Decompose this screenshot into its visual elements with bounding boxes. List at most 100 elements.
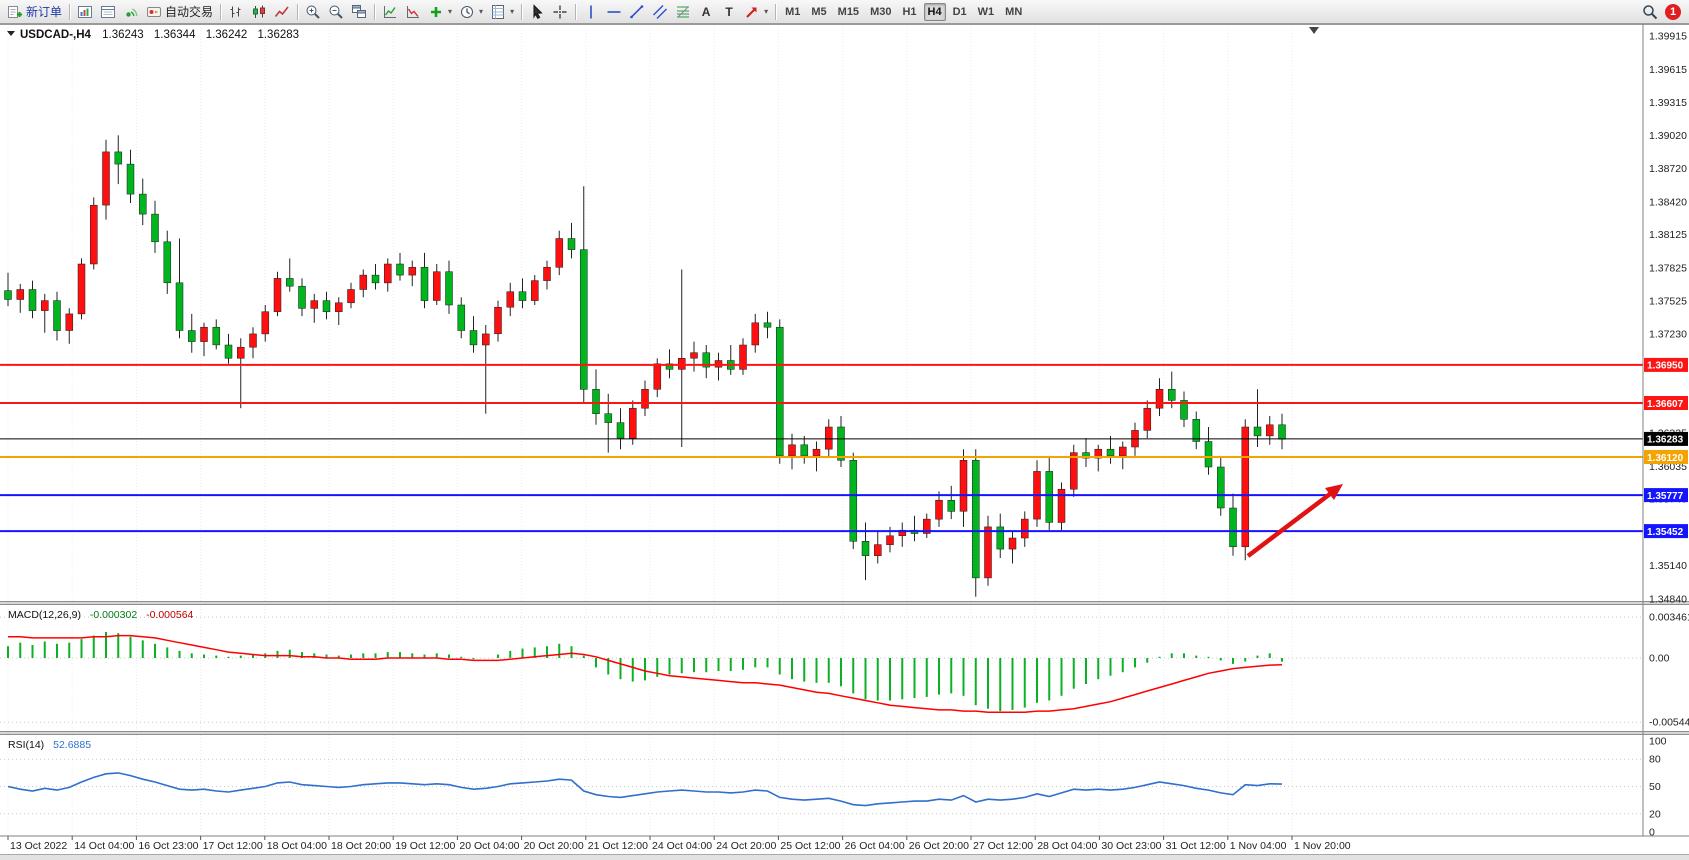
axes-layer: 13 Oct 2022 14 Oct 04:00 16 Oct 23:00 17 Oc… bbox=[7, 31, 1689, 852]
candle bbox=[543, 260, 551, 290]
candle bbox=[359, 269, 368, 298]
candle bbox=[457, 297, 466, 339]
notification-badge[interactable]: 1 bbox=[1665, 3, 1681, 20]
toolbar-separator bbox=[374, 3, 376, 20]
arrows-button[interactable]: ▾ bbox=[741, 2, 771, 22]
chart-type-candles-button[interactable] bbox=[248, 2, 270, 22]
vertical-line-button[interactable] bbox=[580, 2, 602, 22]
candle bbox=[984, 515, 992, 586]
timeframe-h1-button[interactable]: H1 bbox=[902, 5, 917, 18]
candle bbox=[1094, 444, 1103, 472]
time-axis-label: 17 Oct 12:00 bbox=[203, 840, 263, 852]
rsi-axis-label: 80 bbox=[1649, 754, 1661, 766]
rsi-plot bbox=[7, 772, 1283, 807]
candle bbox=[1119, 441, 1127, 470]
candles-layer bbox=[4, 135, 1286, 597]
candle bbox=[310, 293, 319, 323]
price-axis-label: 1.34840 bbox=[1649, 594, 1687, 606]
horizontal-line-button[interactable] bbox=[603, 2, 625, 22]
chart-menu-icon[interactable] bbox=[7, 31, 15, 36]
clock-icon bbox=[459, 4, 475, 20]
timeframe-m15-button[interactable]: M15 bbox=[837, 5, 860, 18]
zoom-out-button[interactable] bbox=[325, 2, 347, 22]
search-icon[interactable] bbox=[1642, 4, 1658, 20]
fibonacci-button[interactable] bbox=[672, 2, 694, 22]
signals-button[interactable] bbox=[120, 2, 142, 22]
macd-label: MACD(12,26,9) -0.000302 -0.000564 bbox=[8, 609, 194, 621]
cursor-button[interactable] bbox=[526, 2, 548, 22]
crosshair-icon bbox=[552, 4, 568, 20]
indicator-list-button[interactable] bbox=[379, 2, 401, 22]
toolbar-separator bbox=[575, 3, 577, 20]
chart-type-line-button[interactable] bbox=[271, 2, 293, 22]
svg-text:1.36283: 1.36283 bbox=[1647, 435, 1684, 446]
fibonacci-icon bbox=[675, 4, 691, 20]
periods-button[interactable]: ▾ bbox=[456, 2, 486, 22]
candle bbox=[1070, 444, 1078, 497]
trendline-button[interactable] bbox=[626, 2, 648, 22]
chart-area: 13 Oct 2022 14 Oct 04:00 16 Oct 23:00 17 Oc… bbox=[0, 24, 1689, 860]
tile-windows-button[interactable] bbox=[348, 2, 370, 22]
indicator-window-button[interactable] bbox=[402, 2, 424, 22]
auto-trading-button[interactable]: 自动交易 bbox=[143, 2, 216, 22]
new-order-button[interactable]: 新订单 bbox=[4, 2, 65, 22]
candle bbox=[1143, 400, 1152, 439]
timeframe-d1-button[interactable]: D1 bbox=[952, 5, 967, 18]
signals-icon bbox=[123, 4, 139, 20]
candle bbox=[4, 272, 12, 307]
candle bbox=[347, 282, 355, 309]
new-order-icon bbox=[7, 4, 23, 20]
candle bbox=[384, 258, 392, 292]
horizontal-lines-layer bbox=[0, 363, 1643, 533]
timeframe-w1-button[interactable]: W1 bbox=[977, 5, 995, 18]
candle bbox=[237, 338, 245, 409]
candle bbox=[1021, 511, 1029, 547]
chart-shift-icon[interactable] bbox=[1309, 27, 1319, 34]
time-axis-label: 18 Oct 04:00 bbox=[267, 840, 327, 852]
timeframe-m1-button[interactable]: M1 bbox=[785, 5, 801, 18]
time-axis-label: 21 Oct 12:00 bbox=[588, 840, 648, 852]
candle bbox=[139, 178, 147, 226]
price-tag: 1.36950 bbox=[1644, 357, 1688, 372]
crosshair-button[interactable] bbox=[549, 2, 571, 22]
charts-button[interactable] bbox=[74, 2, 96, 22]
candle bbox=[592, 369, 600, 425]
candle bbox=[28, 280, 37, 319]
zoom-in-button[interactable] bbox=[302, 2, 324, 22]
candle bbox=[1057, 482, 1066, 531]
price-axis-label: 1.37825 bbox=[1649, 262, 1687, 274]
timeframe-m30-button[interactable]: M30 bbox=[870, 5, 892, 18]
timeframe-m5-button[interactable]: M5 bbox=[811, 5, 827, 18]
chart-type-bars-button[interactable] bbox=[225, 2, 247, 22]
equidistant-channel-button[interactable] bbox=[649, 2, 671, 22]
cursor-icon bbox=[529, 3, 545, 20]
timeframe-h4-button[interactable]: H4 bbox=[923, 2, 946, 21]
templates-button[interactable]: ▾ bbox=[487, 2, 517, 22]
timeframe-mn-button[interactable]: MN bbox=[1005, 5, 1023, 18]
candle bbox=[90, 197, 98, 270]
vertical-line-icon bbox=[583, 4, 599, 20]
trend-arrow[interactable] bbox=[1246, 492, 1332, 558]
macd-signal-line bbox=[8, 634, 1283, 714]
candle bbox=[65, 308, 74, 344]
data-window-icon bbox=[100, 4, 116, 20]
candle bbox=[200, 322, 208, 357]
rsi-axis-label: 100 bbox=[1649, 736, 1667, 748]
text-button[interactable]: A bbox=[695, 2, 717, 22]
candle bbox=[408, 260, 417, 287]
candle bbox=[16, 283, 25, 313]
arrow-icon bbox=[744, 4, 760, 20]
candle bbox=[126, 149, 135, 203]
zoom-out-icon bbox=[328, 4, 344, 20]
candle bbox=[1253, 389, 1262, 447]
candle bbox=[249, 327, 257, 359]
candle bbox=[1082, 438, 1090, 467]
add-indicator-button[interactable]: ▾ bbox=[425, 2, 455, 22]
rsi-axis-label: 20 bbox=[1649, 808, 1661, 820]
data-window-button[interactable] bbox=[97, 2, 119, 22]
text-label-button[interactable]: T bbox=[718, 2, 740, 22]
horizontal-line-icon bbox=[606, 4, 622, 20]
candle bbox=[678, 269, 686, 447]
candle bbox=[1180, 391, 1188, 427]
